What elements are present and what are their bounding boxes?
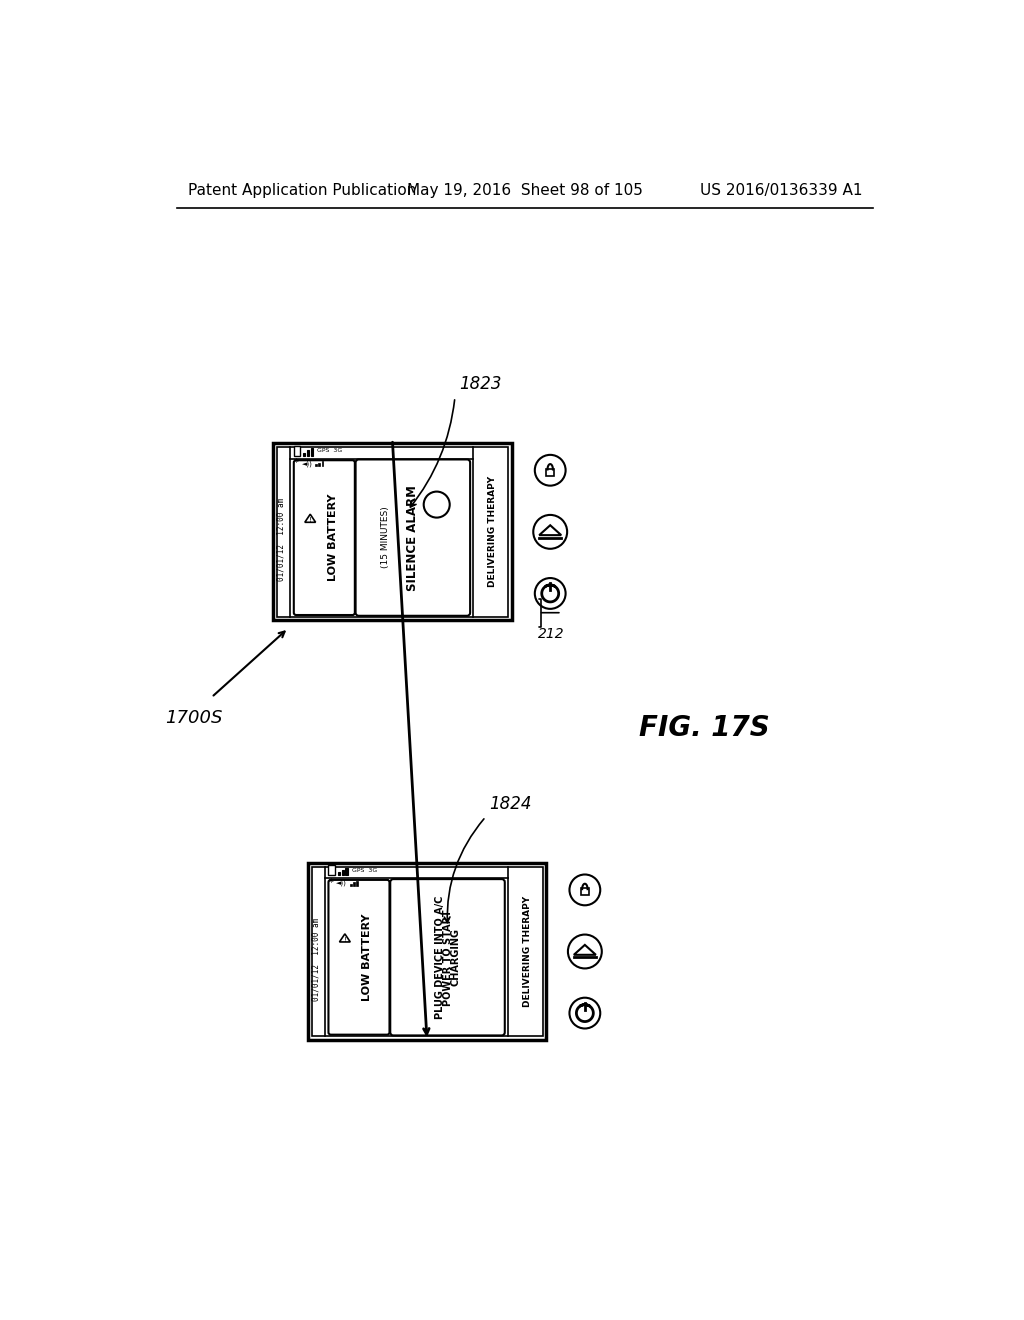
- Text: FIG. 17S: FIG. 17S: [639, 714, 769, 742]
- Text: SILENCE ALARM: SILENCE ALARM: [407, 484, 420, 590]
- Text: (15 MINUTES): (15 MINUTES): [381, 507, 390, 569]
- FancyBboxPatch shape: [342, 870, 344, 875]
- Text: 01/01/12  12:00 am: 01/01/12 12:00 am: [311, 917, 321, 1001]
- Circle shape: [568, 935, 602, 969]
- Polygon shape: [540, 525, 561, 535]
- Text: LOW BATTERY: LOW BATTERY: [328, 494, 338, 581]
- Text: GPS  3G: GPS 3G: [316, 449, 342, 454]
- FancyBboxPatch shape: [345, 867, 348, 875]
- Text: 1823: 1823: [459, 375, 502, 393]
- Text: PLUG DEVICE INTO A/C: PLUG DEVICE INTO A/C: [435, 895, 444, 1019]
- FancyBboxPatch shape: [356, 880, 358, 886]
- Polygon shape: [340, 933, 350, 942]
- FancyBboxPatch shape: [315, 465, 317, 466]
- FancyBboxPatch shape: [311, 867, 543, 1036]
- FancyBboxPatch shape: [318, 462, 321, 466]
- FancyBboxPatch shape: [310, 447, 313, 455]
- FancyBboxPatch shape: [581, 888, 589, 895]
- Text: ◄)): ◄)): [336, 879, 347, 886]
- FancyBboxPatch shape: [303, 453, 305, 455]
- Text: CHARGING: CHARGING: [451, 928, 460, 986]
- Text: US 2016/0136339 A1: US 2016/0136339 A1: [699, 183, 862, 198]
- FancyBboxPatch shape: [307, 863, 547, 1040]
- Circle shape: [535, 455, 565, 486]
- Polygon shape: [305, 515, 315, 523]
- FancyBboxPatch shape: [276, 447, 508, 616]
- FancyBboxPatch shape: [294, 446, 300, 455]
- Circle shape: [424, 491, 450, 517]
- FancyBboxPatch shape: [546, 469, 554, 475]
- Circle shape: [569, 998, 600, 1028]
- Text: DELIVERING THERAPY: DELIVERING THERAPY: [522, 896, 531, 1007]
- Text: GPS  3G: GPS 3G: [351, 869, 377, 873]
- FancyBboxPatch shape: [338, 873, 340, 875]
- FancyBboxPatch shape: [273, 444, 512, 620]
- FancyBboxPatch shape: [294, 461, 355, 615]
- Text: *: *: [329, 878, 333, 888]
- Text: 1824: 1824: [489, 795, 532, 813]
- Text: !: !: [343, 937, 346, 942]
- FancyBboxPatch shape: [307, 450, 309, 455]
- Text: *: *: [294, 458, 299, 469]
- Text: !: !: [309, 517, 311, 523]
- Circle shape: [535, 578, 565, 609]
- Text: 1700S: 1700S: [165, 709, 222, 727]
- Text: Patent Application Publication: Patent Application Publication: [188, 183, 417, 198]
- FancyBboxPatch shape: [390, 879, 505, 1035]
- FancyBboxPatch shape: [353, 882, 355, 886]
- FancyBboxPatch shape: [355, 459, 470, 615]
- Text: DELIVERING THERAPY: DELIVERING THERAPY: [488, 477, 497, 587]
- Polygon shape: [573, 945, 596, 954]
- FancyBboxPatch shape: [329, 880, 389, 1035]
- Text: 01/01/12  12:00 am: 01/01/12 12:00 am: [276, 498, 286, 581]
- Circle shape: [569, 875, 600, 906]
- Text: ◄)): ◄)): [301, 461, 312, 466]
- Text: May 19, 2016  Sheet 98 of 105: May 19, 2016 Sheet 98 of 105: [407, 183, 643, 198]
- FancyBboxPatch shape: [350, 884, 352, 886]
- FancyBboxPatch shape: [322, 461, 324, 466]
- Text: LOW BATTERY: LOW BATTERY: [362, 913, 373, 1001]
- Circle shape: [534, 515, 567, 549]
- Text: POWER TO START: POWER TO START: [442, 909, 453, 1006]
- FancyBboxPatch shape: [329, 866, 335, 875]
- Text: 212: 212: [539, 627, 565, 640]
